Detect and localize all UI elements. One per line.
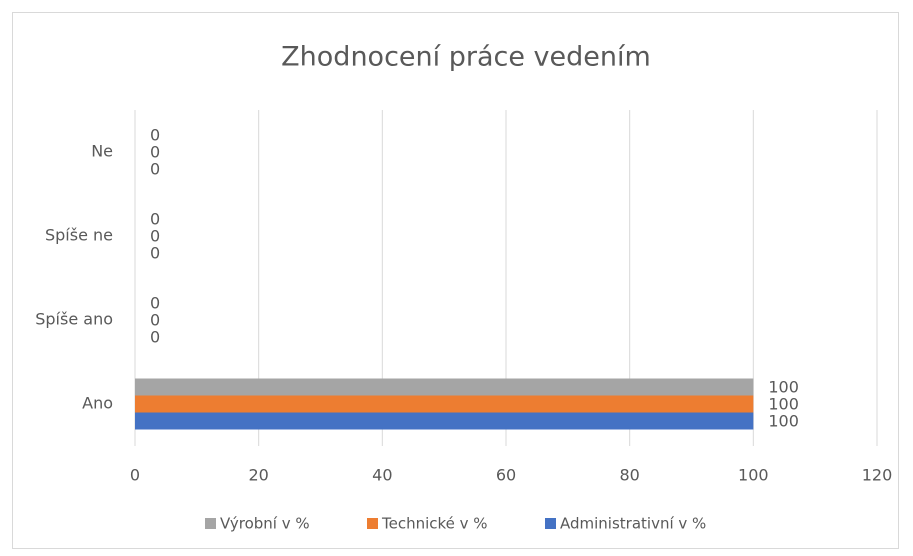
bar: [135, 378, 754, 396]
legend-swatch: [545, 518, 556, 529]
x-tick-label: 80: [619, 466, 639, 485]
chart-border: [12, 12, 899, 549]
y-tick-label: Spíše ne: [45, 226, 113, 245]
chart-title: Zhodnocení práce vedením: [281, 42, 651, 73]
x-tick-label: 100: [738, 466, 769, 485]
data-label: 0: [150, 311, 160, 330]
y-tick-label: Ano: [82, 394, 113, 413]
x-tick-label: 40: [372, 466, 392, 485]
legend-label: Technické v %: [381, 515, 488, 533]
x-tick-label: 60: [496, 466, 516, 485]
data-label: 0: [150, 227, 160, 246]
legend-label: Administrativní v %: [560, 515, 706, 533]
data-label: 0: [150, 294, 160, 313]
data-label: 0: [150, 126, 160, 145]
bar: [135, 395, 754, 413]
y-tick-label: Spíše ano: [35, 310, 113, 329]
data-label: 100: [768, 378, 799, 397]
data-label: 0: [150, 160, 160, 179]
data-label: 0: [150, 210, 160, 229]
data-label: 100: [768, 412, 799, 431]
data-label: 100: [768, 395, 799, 414]
data-label: 0: [150, 328, 160, 347]
legend-swatch: [367, 518, 378, 529]
legend-swatch: [205, 518, 216, 529]
x-tick-label: 0: [130, 466, 140, 485]
y-tick-label: Ne: [91, 142, 113, 161]
legend-label: Výrobní v %: [220, 515, 310, 533]
data-label: 0: [150, 244, 160, 263]
x-tick-label: 120: [862, 466, 893, 485]
data-label: 0: [150, 143, 160, 162]
bar: [135, 412, 754, 430]
x-tick-label: 20: [248, 466, 268, 485]
